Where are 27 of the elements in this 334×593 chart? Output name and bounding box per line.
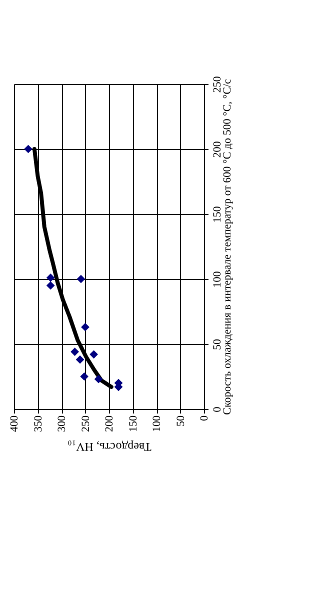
x-tick-label: 400 <box>8 415 20 432</box>
point <box>46 281 55 290</box>
x-tick-label: 350 <box>32 415 44 432</box>
point <box>81 322 90 332</box>
x-tick-label: 50 <box>174 415 187 426</box>
y-tick-label: 0 <box>212 406 224 412</box>
x-tick-label: 150 <box>127 415 140 432</box>
x-axis-title: Твердость, HV₁₀ <box>68 440 152 454</box>
y-tick-label: 150 <box>212 206 224 223</box>
y-tick-label: 200 <box>212 140 224 158</box>
point <box>70 348 79 356</box>
point <box>94 374 103 384</box>
y-tick-label: 50 <box>212 338 224 350</box>
point <box>80 372 88 381</box>
y-tick-label: 100 <box>212 270 224 288</box>
point <box>76 355 84 364</box>
x-tick-label: 300 <box>56 415 68 432</box>
y-tick-label: 250 <box>212 76 224 93</box>
x-tick-label: 0 <box>198 415 210 421</box>
x-tick-label: 200 <box>104 415 116 432</box>
point <box>24 144 32 154</box>
point <box>90 350 98 359</box>
x-tick-label: 250 <box>80 415 92 432</box>
point <box>46 274 55 282</box>
point <box>76 274 86 284</box>
x-tick-label: 100 <box>151 415 163 432</box>
y-axis-title: Скорость охлаждения в интервале температур от 600 °C до 500 °C, °C/с <box>222 79 234 415</box>
